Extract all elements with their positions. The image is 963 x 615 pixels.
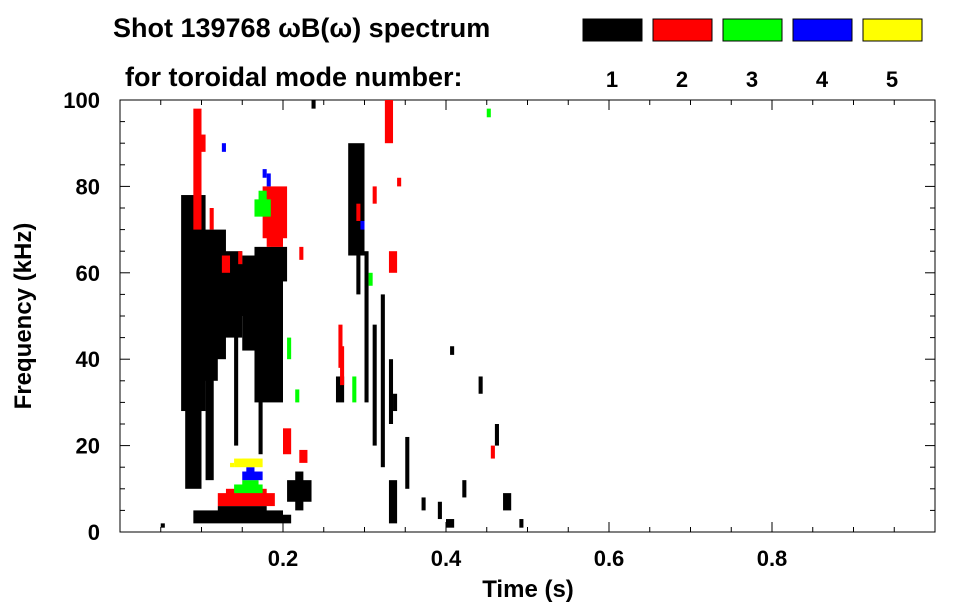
x-tick-label: 0.6	[594, 546, 625, 571]
mode-2-region-19	[356, 203, 361, 221]
mode-1-region-19	[335, 376, 345, 403]
mode-1-region-17	[364, 251, 369, 403]
mode-1-region-34	[160, 523, 165, 528]
mode-2-region-11	[338, 324, 343, 368]
mode-5-region-1	[242, 458, 259, 463]
y-tick-label: 60	[76, 261, 100, 286]
y-tick-label: 100	[63, 88, 100, 113]
mode-2-region-9	[299, 449, 308, 463]
mode-2-region-5	[238, 251, 243, 265]
y-tick-label: 20	[76, 434, 100, 459]
mode-2-region-14	[384, 100, 394, 144]
mode-2-region-15	[388, 251, 398, 273]
chart-title-line-1: Shot 139768 ωB(ω) spectrum	[113, 13, 490, 43]
mode-1-region-29	[462, 480, 467, 498]
mode-1-region-18	[356, 160, 361, 295]
mode-2-region-18	[490, 445, 495, 459]
y-tick-label: 0	[88, 520, 100, 545]
mode-1-region-35	[311, 100, 316, 109]
mode-4-region-3	[246, 467, 255, 476]
mode-2-region-3	[266, 212, 283, 247]
mode-1-region-26	[421, 497, 426, 511]
mode-1-region-8	[270, 246, 288, 282]
mode-1-region-15	[295, 471, 304, 511]
chart-title-line-2: for toroidal mode number:	[125, 62, 463, 92]
mode-1-region-31	[494, 424, 499, 446]
mode-4-region-5	[221, 143, 226, 152]
mode-1-region-23	[393, 393, 398, 412]
mode-2-region-20	[299, 246, 304, 260]
mode-1-region-25	[405, 436, 410, 489]
y-axis-label: Frequency (kHz)	[10, 223, 37, 410]
mode-3-region-7	[486, 108, 491, 118]
y-tick-label: 40	[76, 347, 100, 372]
mode-1-region-30	[478, 376, 483, 394]
mode-2-region-7	[201, 134, 206, 152]
legend-swatch-2	[652, 18, 713, 42]
legend-label-4: 4	[816, 67, 829, 92]
legend-label-5: 5	[886, 67, 898, 92]
legend-swatch-4	[792, 18, 853, 42]
mode-2-region-6	[209, 208, 214, 230]
mode-5-region-2	[230, 462, 235, 468]
mode-1-region-13	[217, 506, 267, 520]
x-axis-label: Time (s)	[482, 576, 574, 603]
legend-swatch-3	[722, 18, 783, 42]
mode-1-region-21	[380, 294, 385, 468]
mode-2-region-17	[397, 177, 402, 187]
mode-1-region-32	[503, 493, 512, 511]
mode-1-region-20	[372, 324, 377, 446]
mode-1-region-37	[283, 514, 292, 524]
x-tick-label: 0.2	[268, 546, 299, 571]
mode-3-region-6	[368, 272, 373, 286]
mode-3-region-8	[295, 389, 300, 403]
mode-1-region-33	[519, 519, 524, 528]
mode-1-region-36	[450, 346, 455, 355]
mode-1-region-22	[388, 359, 394, 424]
legend-swatch-5	[862, 18, 923, 42]
mode-4-region-4	[360, 220, 365, 230]
legend-label-2: 2	[676, 67, 688, 92]
mode-4-region-1	[266, 173, 271, 187]
mode-1-region-10	[234, 324, 239, 446]
mode-4-region-0	[262, 169, 267, 178]
spectrum-marks	[160, 100, 524, 528]
mode-1-region-24	[388, 480, 398, 524]
axes: 0.2 0.4 0.6 0.8 0 20 40 60 80 100	[63, 88, 935, 571]
mode-1-region-9	[205, 294, 214, 481]
mode-2-region-16	[372, 186, 377, 204]
x-tick-label: 0.8	[757, 546, 788, 571]
mode-2-region-1	[197, 164, 202, 187]
legend-label-1: 1	[606, 67, 618, 92]
mode-2-region-4	[221, 255, 231, 273]
mode-1-region-28	[446, 519, 455, 528]
mode-3-region-1	[258, 190, 267, 208]
mode-1-region-27	[437, 501, 442, 520]
mode-3-region-5	[352, 376, 357, 403]
mode-1-region-11	[258, 316, 263, 455]
mode-3-region-3	[242, 480, 259, 489]
legend: 1 2 3 4 5	[582, 18, 923, 92]
legend-swatch-1	[582, 18, 643, 42]
y-tick-label: 80	[76, 174, 100, 199]
mode-2-region-8	[283, 428, 292, 455]
x-tick-label: 0.4	[431, 546, 462, 571]
mode-3-region-4	[287, 337, 292, 360]
legend-label-3: 3	[746, 67, 758, 92]
